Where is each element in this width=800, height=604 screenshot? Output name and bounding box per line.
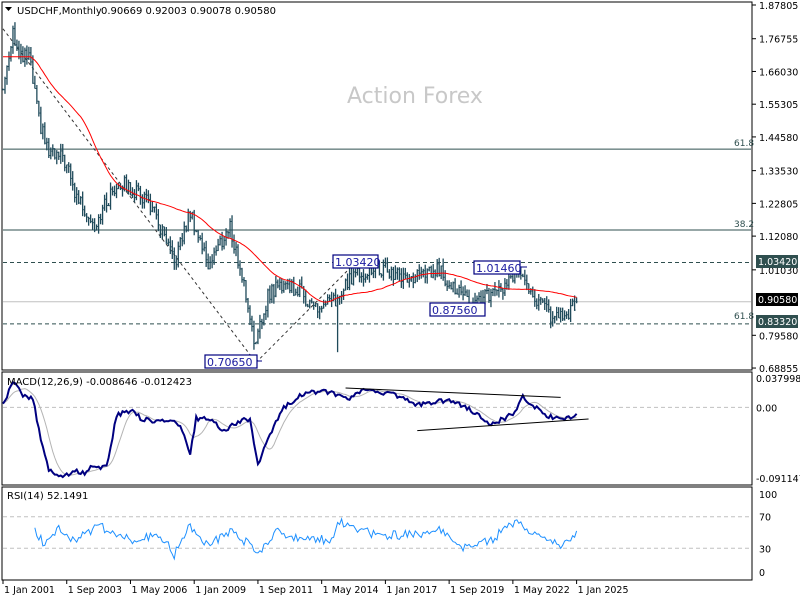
svg-text:1.03420: 1.03420 [758,257,797,268]
watermark: Action Forex [347,84,483,109]
macd-label: MACD(12,26,9) -0.008646 -0.012423 [7,377,192,388]
price-axis-label: 1.12080 [759,232,798,243]
macd-trendline-1 [417,418,589,432]
price-axis-label: 1.87805 [759,1,798,12]
fib-label-61-8-lower: 61.8 [734,312,754,322]
axis-tag-1-03420: 1.03420 [756,255,798,268]
price-axis-label: 0.68855 [759,364,798,375]
time-axis-label: 1 Jan 2017 [386,585,437,596]
fib-label-38-2: 38.2 [734,220,754,230]
time-axis-label: 1 Sep 2003 [68,585,122,596]
time-axis-label: 1 Jan 2025 [578,585,629,596]
level-label-1-03420: 1.03420 [332,254,381,269]
rsi-line [34,517,578,561]
price-trendline-0 [2,28,257,363]
price-axis-label: 1.01030 [759,266,798,277]
macd-axis-label: 0.037998 [756,374,800,385]
rsi-axis-label: 100 [759,490,777,501]
macd-axis-label: -0.091147 [756,474,800,485]
macd-signal-line [2,388,577,476]
level-label-0-70650: 0.70650 [204,354,262,369]
price-axis-label: 1.22805 [759,199,798,210]
price-axis-label: 1.66030 [759,67,798,78]
level-label-0-87560: 0.87560 [429,302,486,317]
time-axis-label: 1 Jan 2009 [195,585,246,596]
fib-label-61-8-upper: 61.8 [734,139,754,149]
rsi-label: RSI(14) 52.1491 [7,491,88,502]
svg-text:1.03420: 1.03420 [335,256,381,269]
price-axis-label: 1.76755 [759,35,798,46]
ohlc-readout: 0.90669 0.92003 0.90078 0.90580 [101,6,276,17]
rsi-axis-label: 30 [759,544,771,555]
svg-text:0.87560: 0.87560 [432,304,478,317]
price-axis-label: 1.55305 [759,100,798,111]
moving-average-line [3,56,577,303]
macd-trendline-0 [345,387,561,398]
triangle-down-icon[interactable] [5,7,12,11]
time-axis-label: 1 May 2022 [514,585,570,596]
level-label-1-01460: 1.01460 [473,260,527,275]
price-axis-label: 1.33530 [759,167,798,178]
price-axis-label: 1.44580 [759,133,798,144]
axis-tag-0-83320: 0.83320 [756,315,798,328]
price-axis-label: 0.79580 [759,331,798,342]
svg-text:1.01460: 1.01460 [476,262,522,275]
svg-text:0.83320: 0.83320 [758,317,797,328]
time-axis-label: 1 Sep 2011 [259,585,313,596]
rsi-axis-label: 70 [759,513,771,524]
axis-tag-0-90580: 0.90580 [756,293,798,306]
macd-axis-label: 0.00 [756,403,777,414]
time-axis-label: 1 May 2014 [323,585,379,596]
time-axis-label: 1 May 2006 [131,585,187,596]
svg-text:0.90580: 0.90580 [758,295,797,306]
rsi-axis-label: 0 [759,568,765,579]
time-axis-label: 1 Sep 2019 [450,585,504,596]
macd-main-line [2,381,578,479]
svg-text:0.70650: 0.70650 [207,356,253,369]
time-axis-label: 1 Jan 2001 [4,585,55,596]
symbol-title: USDCHF,Monthly [17,6,102,17]
